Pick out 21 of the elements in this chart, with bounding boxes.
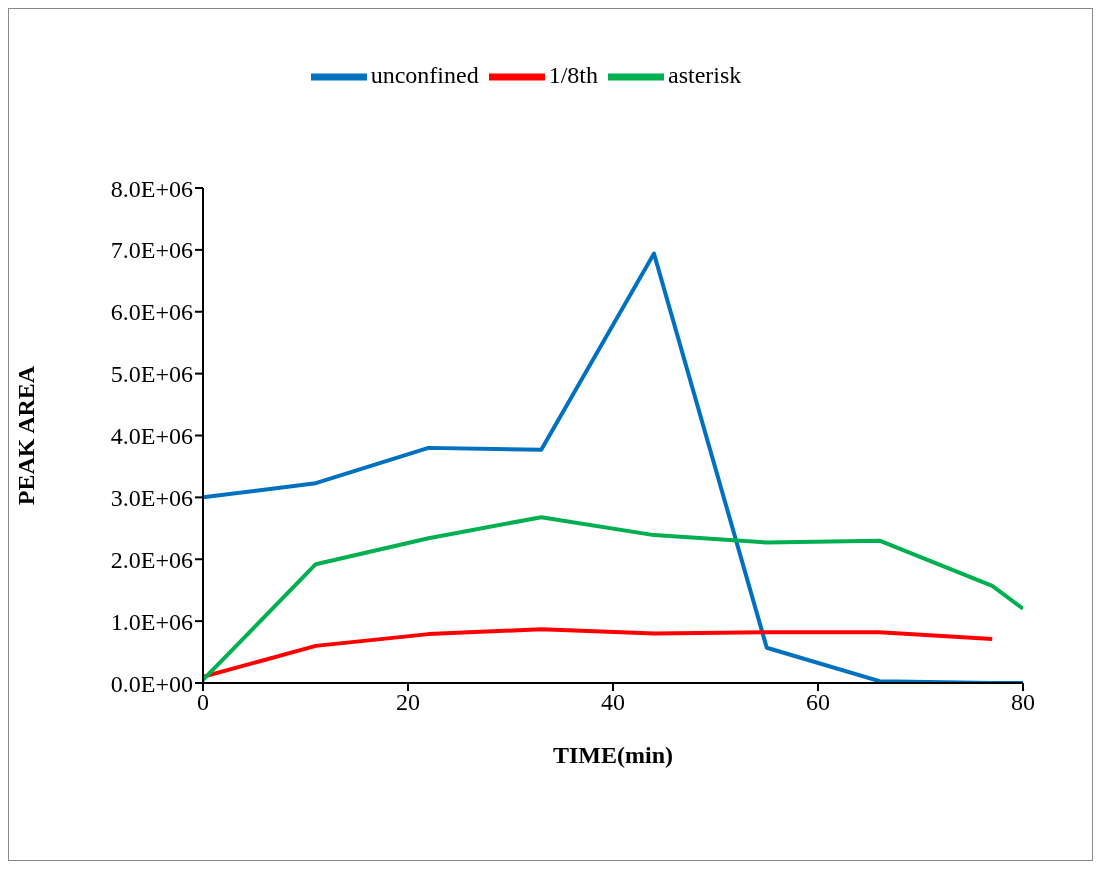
- y-tick-label: 0.0E+00: [110, 670, 193, 697]
- x-tick-label: 60: [806, 689, 830, 716]
- legend-label: unconfined: [370, 61, 479, 88]
- legend-label: asterisk: [668, 61, 742, 88]
- y-tick-label: 4.0E+06: [110, 423, 193, 450]
- y-tick-label: 3.0E+06: [110, 484, 193, 511]
- y-tick-label: 5.0E+06: [110, 361, 193, 388]
- x-tick-label: 80: [1011, 689, 1035, 716]
- y-tick-label: 2.0E+06: [110, 546, 193, 573]
- chart-frame: unconfined 1/8th asterisk 0 20 40 60 80 TIME(min) 8.0E+06 7.0E+06 6.0E+06 5.0E+06 4.0E+06 3.0E+06 2.0E+06 1.0E+06 0.0E+00 PEAK AREA: [8, 8, 1093, 861]
- x-tick-label: 20: [396, 689, 420, 716]
- y-tick-label: 8.0E+06: [110, 175, 193, 202]
- y-axis-title: PEAK AREA: [12, 365, 39, 506]
- y-tick-label: 1.0E+06: [110, 608, 193, 635]
- legend-label: 1/8th: [548, 61, 598, 88]
- y-tick-label: 7.0E+06: [110, 237, 193, 264]
- x-axis-title: TIME(min): [553, 742, 673, 768]
- x-tick-label: 40: [601, 689, 625, 716]
- x-tick-label: 0: [197, 689, 209, 716]
- y-tick-label: 6.0E+06: [110, 299, 193, 326]
- line-series: [203, 627, 995, 679]
